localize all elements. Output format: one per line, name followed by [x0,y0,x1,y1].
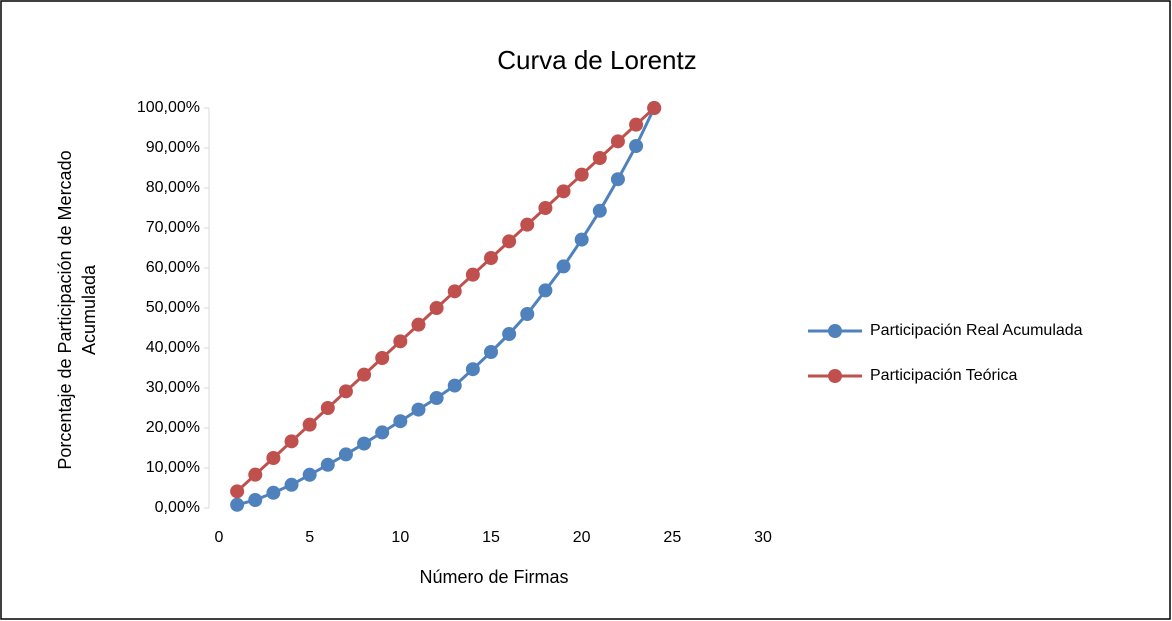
data-point [484,251,498,265]
x-tick-label: 15 [482,529,500,546]
data-point [302,467,317,482]
data-point [520,217,535,232]
data-point [230,484,245,499]
data-point [266,451,281,465]
y-tick-label: 70,00% [146,219,200,236]
data-point [429,301,444,315]
y-tick-label: 100,00% [137,99,200,116]
x-tick-label: 10 [391,529,409,546]
data-point [429,391,444,405]
chart-title: Curva de Lorentz [497,45,696,75]
data-point [357,367,372,382]
data-point [484,345,498,359]
x-tick-label: 20 [573,529,591,546]
legend-marker [828,324,842,338]
data-point [610,134,625,149]
data-point [375,351,390,365]
data-point [320,401,335,415]
data-point [538,283,553,298]
data-point [592,203,607,218]
y-tick-label: 0,00% [155,499,200,516]
data-point [411,402,426,417]
y-tick-label: 60,00% [146,259,200,276]
y-tick-label: 80,00% [146,179,200,196]
data-point [647,101,662,115]
y-tick-label: 40,00% [146,339,200,356]
x-tick-label: 0 [215,529,224,546]
y-axis-label: Porcentaje de Participación de Mercado [55,150,75,469]
data-point [574,232,589,247]
x-tick-label: 25 [663,529,681,546]
y-axis-label: Acumulada [79,264,99,355]
legend-marker [828,369,842,383]
data-point [629,139,644,153]
data-point [284,434,299,449]
legend-label: Participación Teórica [870,367,1017,384]
data-point [393,414,408,429]
x-axis-label: Número de Firmas [419,567,568,587]
data-point [230,497,245,512]
x-tick-label: 5 [305,529,314,546]
data-point [520,307,535,321]
data-point [610,172,625,187]
data-point [320,457,335,472]
data-point [556,259,571,274]
data-point [302,417,317,432]
data-point [556,184,571,199]
data-point [284,477,299,492]
data-point [592,151,607,165]
data-point [447,284,462,299]
data-point [266,485,281,500]
data-point [248,467,263,482]
y-tick-label: 90,00% [146,139,200,156]
data-point [465,267,480,282]
data-point [629,117,644,132]
data-point [502,327,517,341]
x-tick-label: 30 [754,529,772,546]
data-point [465,362,480,377]
y-tick-label: 30,00% [146,379,200,396]
data-point [538,201,553,215]
legend-label: Participación Real Acumulada [870,322,1083,339]
data-point [357,436,372,451]
y-tick-label: 20,00% [146,419,200,436]
data-point [411,317,426,332]
data-point [393,334,408,349]
data-point [502,234,517,249]
y-tick-label: 50,00% [146,299,200,316]
y-tick-label: 10,00% [146,459,200,476]
data-point [447,378,462,393]
data-point [375,425,390,440]
data-point [248,493,263,507]
data-point [338,384,353,399]
data-point [574,167,589,182]
data-point [338,447,353,462]
